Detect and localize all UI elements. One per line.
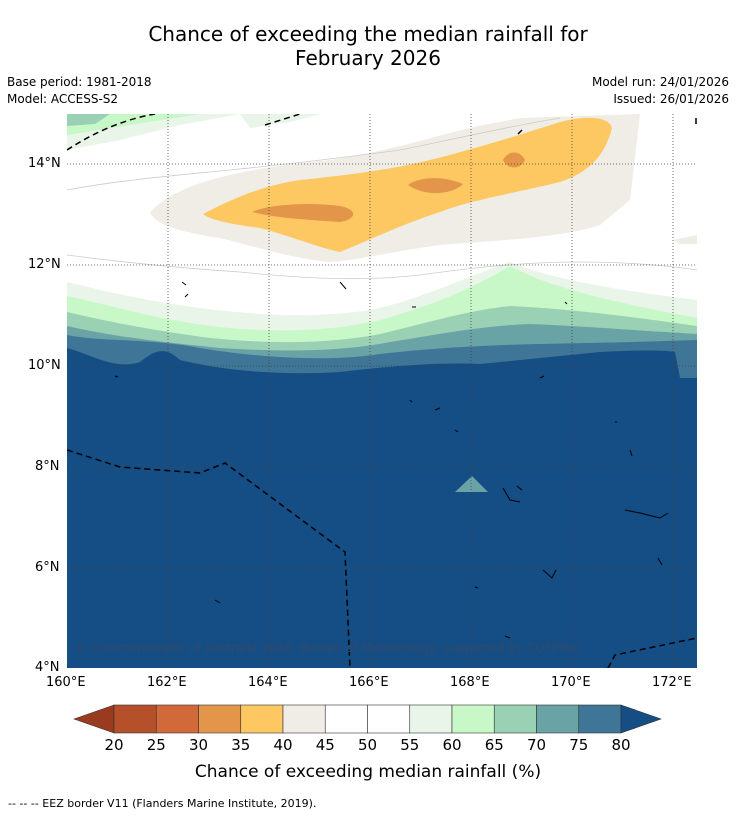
eez-border-lines bbox=[67, 114, 697, 668]
zone-40-45-edge bbox=[673, 235, 697, 244]
rainfall-probability-map bbox=[67, 114, 697, 668]
lon-label-172e: 172°E bbox=[652, 675, 692, 690]
lon-label-164e: 164°E bbox=[248, 675, 288, 690]
issued-date: Issued: 26/01/2026 bbox=[613, 92, 729, 106]
colorbar-tick-label: 60 bbox=[442, 736, 462, 754]
zone-75-80-blob bbox=[455, 476, 488, 492]
lat-label-8n: 8°N bbox=[35, 459, 60, 474]
colorbar-tick-label: 40 bbox=[273, 736, 293, 754]
zone-above-80 bbox=[67, 348, 697, 668]
zone-30-35-a bbox=[252, 204, 354, 222]
colorbar bbox=[73, 704, 662, 734]
contour-line-2 bbox=[67, 254, 697, 280]
colorbar-cell bbox=[155, 704, 199, 734]
colorbar-tick-label: 65 bbox=[484, 736, 504, 754]
colorbar-cell bbox=[113, 704, 157, 734]
colorbar-tick-label: 35 bbox=[231, 736, 251, 754]
colorbar-cell bbox=[578, 704, 622, 734]
lon-label-160e: 160°E bbox=[46, 675, 86, 690]
colorbar-title: Chance of exceeding median rainfall (%) bbox=[194, 762, 542, 782]
colorbar-extend-high bbox=[620, 704, 662, 734]
eez-footer-note: -- -- -- EEZ border V11 (Flanders Marine… bbox=[8, 797, 317, 810]
colorbar-cell bbox=[240, 704, 284, 734]
meta-left: Base period: 1981-2018 Model: ACCESS-S2 bbox=[7, 74, 152, 108]
colorbar-tick-label: 25 bbox=[146, 736, 166, 754]
title-line-1: Chance of exceeding the median rainfall … bbox=[148, 22, 588, 46]
lon-label-162e: 162°E bbox=[147, 675, 187, 690]
colorbar-cell bbox=[198, 704, 242, 734]
colorbar-cell bbox=[282, 704, 326, 734]
colorbar-cell bbox=[409, 704, 453, 734]
lat-label-4n: 4°N bbox=[35, 660, 60, 675]
colorbar-cell bbox=[451, 704, 495, 734]
lat-label-12n: 12°N bbox=[28, 257, 61, 272]
colorbar-cell bbox=[493, 704, 537, 734]
colorbar-cell bbox=[536, 704, 580, 734]
lat-label-10n: 10°N bbox=[28, 358, 61, 373]
base-period: Base period: 1981-2018 bbox=[7, 75, 152, 89]
zone-30-35-b bbox=[408, 178, 463, 194]
lon-label-166e: 166°E bbox=[349, 675, 389, 690]
contour-line-1 bbox=[67, 117, 561, 191]
colorbar-cells bbox=[113, 704, 622, 734]
colorbar-tick-label: 70 bbox=[526, 736, 547, 754]
island-outlines bbox=[114, 281, 669, 639]
colorbar-tick-label: 50 bbox=[357, 736, 378, 754]
lat-label-14n: 14°N bbox=[28, 156, 61, 171]
colorbar-tick-label: 30 bbox=[188, 736, 209, 754]
colorbar-tick-label: 80 bbox=[611, 736, 631, 754]
colorbar-cell bbox=[324, 704, 368, 734]
colorbar-tick-label: 20 bbox=[104, 736, 124, 754]
colorbar-cell bbox=[367, 704, 411, 734]
lon-label-170e: 170°E bbox=[551, 675, 591, 690]
meta-right: Model run: 24/01/2026 Issued: 26/01/2026 bbox=[592, 74, 729, 108]
model-run: Model run: 24/01/2026 bbox=[591, 75, 729, 89]
title-line-2: February 2026 bbox=[295, 46, 441, 70]
lat-label-6n: 6°N bbox=[35, 560, 60, 575]
colorbar-extend-low bbox=[73, 704, 115, 734]
colorbar-tick-label: 45 bbox=[315, 736, 335, 754]
model-name: Model: ACCESS-S2 bbox=[7, 92, 119, 106]
zone-70-75-top bbox=[67, 114, 110, 126]
lon-label-168e: 168°E bbox=[450, 675, 490, 690]
map-gridlines bbox=[67, 114, 697, 668]
colorbar-tick-label: 75 bbox=[569, 736, 589, 754]
copyright-notice: © Commonwealth of Australia 2026, Bureau… bbox=[75, 641, 581, 655]
colorbar-tick-label: 55 bbox=[400, 736, 420, 754]
